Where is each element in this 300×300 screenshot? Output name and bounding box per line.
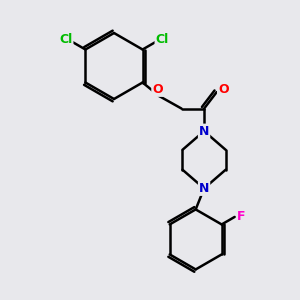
Text: Cl: Cl [59,33,73,46]
Text: N: N [199,124,209,138]
Text: O: O [152,83,163,96]
Text: N: N [199,182,209,195]
Text: Cl: Cl [155,33,169,46]
Text: O: O [218,83,229,96]
Text: F: F [237,210,245,224]
